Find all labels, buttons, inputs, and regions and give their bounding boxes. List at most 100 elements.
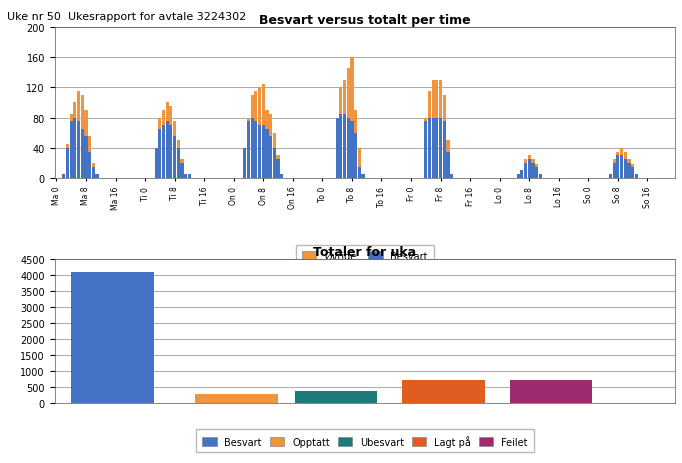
Bar [520,171,524,179]
Bar [184,175,188,179]
Bar [361,175,365,179]
Bar [609,175,612,179]
Bar [80,96,84,179]
Bar [70,122,73,179]
Bar [509,381,593,403]
Bar [85,111,87,179]
Bar [173,137,176,179]
Bar [95,175,99,179]
Bar [516,175,520,179]
Bar [269,114,272,179]
Bar [428,118,431,179]
Bar [516,175,520,179]
Bar [450,175,454,179]
Bar [92,167,95,179]
Bar [276,160,280,179]
Bar [243,149,246,179]
Bar [447,152,449,179]
Bar [612,163,616,179]
Bar [617,152,619,179]
Bar [155,149,158,179]
Bar [254,122,258,179]
Bar [262,84,265,179]
Bar [265,130,269,179]
Bar [612,160,616,179]
Bar [62,175,65,179]
Bar [339,88,342,179]
Bar [269,137,272,179]
Bar [631,167,634,179]
Bar [71,272,154,403]
Bar [158,130,162,179]
Bar [339,114,342,179]
Bar [184,175,188,179]
Bar [351,122,353,179]
Bar [439,118,442,179]
Bar [631,165,634,179]
Bar [531,163,535,179]
Text: Ukesrapport for avtale 3224302: Ukesrapport for avtale 3224302 [68,12,246,22]
Bar [77,122,80,179]
Bar [250,118,254,179]
Bar [66,144,69,179]
Bar [177,149,180,179]
Bar [181,163,183,179]
Bar [432,118,435,179]
Bar [346,118,350,179]
Title: Besvart versus totalt per time: Besvart versus totalt per time [259,13,471,26]
Bar [627,163,631,179]
Bar [243,149,246,179]
Bar [254,92,258,179]
Bar [443,96,446,179]
Bar [535,167,538,179]
Bar [250,96,254,179]
Bar [280,175,283,179]
Bar [280,175,283,179]
Bar [450,175,454,179]
Bar [70,114,73,179]
Bar [188,175,191,179]
Bar [66,149,69,179]
Title: Totaler for uka: Totaler for uka [313,245,417,258]
Bar [188,175,191,179]
Bar [73,103,76,179]
Bar [635,175,638,179]
Bar [635,175,638,179]
Bar [620,149,623,179]
Bar [88,152,91,179]
Bar [424,118,428,179]
Bar [435,81,439,179]
Bar [354,133,357,179]
Bar [262,126,265,179]
Bar [273,133,276,179]
Bar [95,175,99,179]
Bar [539,175,542,179]
Bar [166,103,169,179]
Bar [336,118,339,179]
Bar [435,118,439,179]
Bar [428,92,431,179]
Bar [247,118,250,179]
Bar [169,126,173,179]
Text: Uke nr 50: Uke nr 50 [7,12,61,22]
Bar [173,122,176,179]
Bar [443,122,446,179]
Bar [343,114,346,179]
Bar [195,394,278,403]
Bar [73,118,76,179]
Bar [439,81,442,179]
Legend: Besvart, Opptatt, Ubesvart, Lagt på, Feilet: Besvart, Opptatt, Ubesvart, Lagt på, Fei… [196,429,533,452]
Bar [351,58,353,179]
Bar [520,171,524,179]
Bar [528,156,531,179]
Bar [177,141,180,179]
Bar [162,126,165,179]
Bar [432,81,435,179]
Bar [80,130,84,179]
Legend: Øvrige, Besvart: Øvrige, Besvart [296,245,434,267]
Bar [402,381,485,403]
Bar [169,107,173,179]
Bar [358,167,361,179]
Bar [624,160,627,179]
Bar [346,69,350,179]
